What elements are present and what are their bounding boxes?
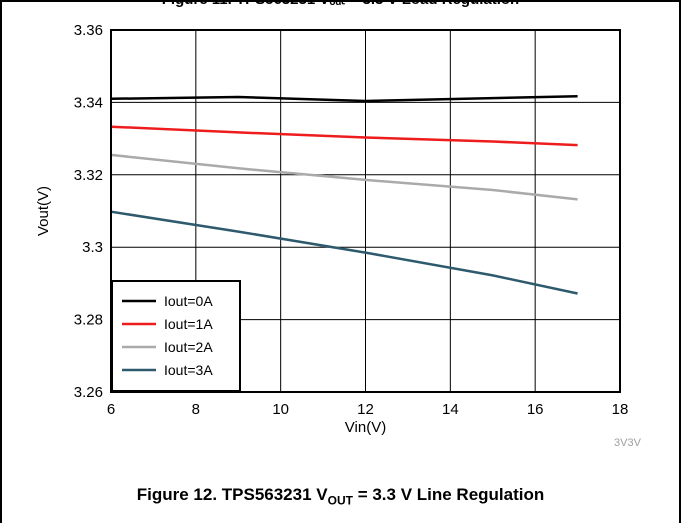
y-tick-label: 3.34 [74, 94, 103, 111]
series-line-iout-3a [110, 210, 578, 295]
y-tick-label: 3.26 [74, 384, 103, 401]
frame-right-border [679, 0, 681, 523]
figure-caption-subscript: OUT [327, 493, 353, 508]
x-tick-label: 12 [357, 401, 374, 418]
y-tick-label: 3.36 [74, 22, 103, 39]
legend-entry-label: Iout=3A [164, 362, 213, 378]
figure-caption-suffix: = 3.3 V Line Regulation [352, 485, 545, 504]
plot-area-border [110, 29, 621, 393]
figure-caption: Figure 12. TPS563231 VOUT = 3.3 V Line R… [0, 485, 681, 507]
legend-entry-label: Iout=2A [164, 339, 213, 355]
chart-tick-labels: 6 8 10 12 14 16 18 3.26 3.28 3.3 3.32 3.34 3.36 [74, 22, 629, 418]
legend-entry-label: Iout=0A [164, 293, 213, 309]
x-tick-label: 16 [527, 401, 544, 418]
series-line-iout-0a [110, 94, 578, 103]
legend-entry-label: Iout=1A [164, 316, 213, 332]
x-tick-label: 18 [612, 401, 629, 418]
y-tick-label: 3.32 [74, 167, 103, 184]
figure-caption-prefix: Figure 12. TPS563231 V [136, 485, 328, 504]
previous-figure-caption: Figure 11. TPS563231 Vₒᵤₜ = 3.3 V Load R… [0, 0, 681, 8]
x-tick-label: 10 [272, 401, 289, 418]
series-line-iout-2a [110, 153, 578, 201]
y-tick-label: 3.28 [74, 312, 103, 329]
y-tick-label: 3.3 [82, 239, 103, 256]
frame-left-border [0, 0, 2, 523]
chart-series [110, 94, 578, 295]
line-regulation-chart: 6 8 10 12 14 16 18 3.26 3.28 3.3 3.32 3.34 3.36 Vin(… [35, 22, 629, 436]
y-axis-label: Vout(V) [35, 186, 52, 236]
x-tick-label: 6 [107, 401, 115, 418]
chart-legend: Iout=0A Iout=1A Iout=2A Iout=3A [111, 280, 241, 392]
frame-top-border [0, 0, 681, 2]
x-tick-label: 14 [442, 401, 459, 418]
legend-box [111, 280, 241, 392]
watermark-label: 3V3V [614, 437, 641, 449]
x-tick-label: 8 [192, 401, 200, 418]
series-line-iout-1a [110, 125, 578, 147]
x-axis-label: Vin(V) [345, 419, 386, 436]
